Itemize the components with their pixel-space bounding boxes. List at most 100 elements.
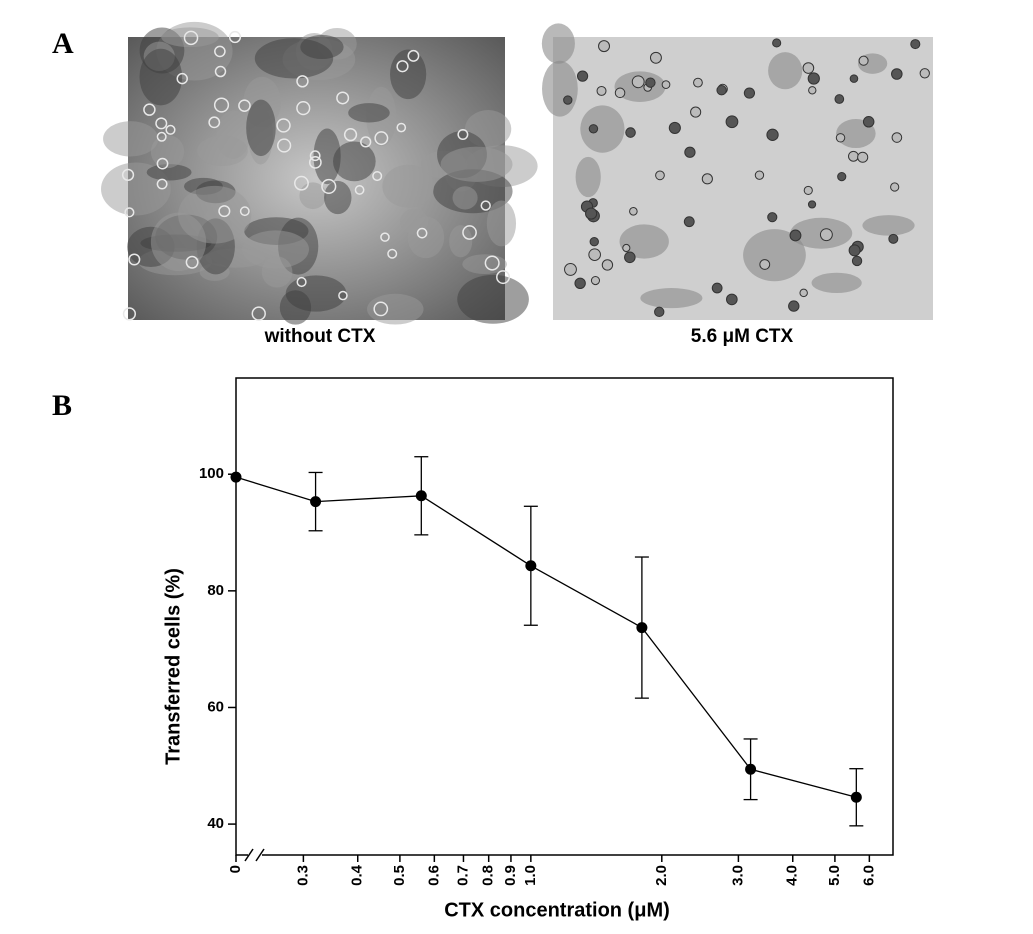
- cell: [155, 117, 168, 130]
- cell: [238, 99, 251, 112]
- cell: [183, 30, 199, 46]
- cell: [624, 251, 636, 264]
- cell: [743, 87, 756, 99]
- axis-break-gap: [248, 852, 262, 858]
- cell: [768, 52, 803, 90]
- cell: [251, 306, 266, 321]
- cell: [802, 62, 815, 74]
- cell: [857, 151, 869, 163]
- cell: [849, 74, 859, 83]
- cell: [296, 276, 307, 288]
- cell: [585, 207, 598, 220]
- cell: [146, 164, 192, 181]
- data-point: [230, 471, 242, 483]
- y-tick-label: 60: [207, 698, 224, 715]
- cell: [354, 185, 365, 195]
- cell: [343, 128, 358, 142]
- cell: [294, 175, 309, 191]
- cell: [564, 262, 577, 276]
- cell: [452, 186, 478, 210]
- cell: [396, 122, 407, 133]
- x-tick-label: 0.5: [391, 865, 408, 886]
- cell: [619, 224, 669, 259]
- cell: [807, 200, 817, 209]
- cell: [789, 229, 802, 242]
- cell: [216, 110, 251, 159]
- cell: [799, 288, 808, 298]
- cell: [743, 229, 806, 282]
- cell: [683, 216, 695, 228]
- cell: [373, 301, 389, 317]
- data-point: [850, 791, 862, 803]
- cell: [161, 27, 219, 48]
- x-tick-label: 0.7: [454, 865, 471, 886]
- data-point: [525, 560, 537, 572]
- cell: [754, 170, 765, 180]
- cell: [655, 170, 665, 181]
- cell: [811, 272, 862, 294]
- cell: [449, 225, 473, 258]
- axis-break: [255, 848, 265, 862]
- cell: [766, 128, 779, 141]
- cell: [690, 106, 702, 118]
- cell: [218, 205, 231, 218]
- cell: [496, 270, 511, 285]
- cell: [862, 215, 915, 236]
- cell: [588, 248, 601, 261]
- cell: [589, 237, 599, 247]
- data-point: [310, 496, 322, 508]
- cell: [542, 60, 578, 117]
- cell: [143, 103, 156, 116]
- x-tick-label: 0.8: [480, 865, 497, 886]
- cell: [684, 146, 696, 158]
- cell: [486, 200, 517, 247]
- cell: [321, 178, 337, 195]
- cell: [788, 300, 800, 312]
- cell: [308, 156, 322, 169]
- cell: [574, 277, 586, 289]
- cell: [246, 99, 276, 157]
- cell: [598, 40, 610, 53]
- cell: [416, 227, 428, 239]
- data-point: [636, 622, 648, 634]
- cell: [156, 131, 167, 142]
- cell: [848, 244, 861, 257]
- cell: [338, 290, 348, 301]
- panel-letter: B: [52, 389, 72, 422]
- x-tick-label: 0.9: [502, 865, 519, 886]
- cell: [575, 156, 601, 198]
- cell: [588, 124, 599, 134]
- cell: [285, 275, 347, 312]
- x-tick-label: 0.6: [425, 865, 442, 886]
- cell: [121, 168, 135, 181]
- cell: [654, 306, 665, 318]
- cell: [693, 77, 703, 88]
- cell: [807, 72, 820, 85]
- cell: [541, 23, 575, 64]
- cell: [277, 138, 292, 153]
- x-tick-label: 0.3: [294, 865, 311, 886]
- cell: [759, 259, 771, 270]
- cell: [614, 87, 626, 99]
- y-tick-label: 100: [199, 465, 224, 482]
- cell: [156, 178, 168, 190]
- cell: [242, 230, 310, 269]
- cell: [228, 30, 242, 44]
- cell: [484, 255, 500, 271]
- axis-break: [244, 848, 254, 862]
- cell: [208, 116, 221, 129]
- cell: [767, 212, 778, 223]
- x-tick-label: 0.4: [349, 864, 366, 886]
- plot-frame: [235, 377, 894, 856]
- cell: [261, 256, 293, 288]
- image-caption: without CTX: [264, 326, 376, 347]
- y-tick-label: 80: [207, 582, 224, 599]
- cell: [629, 207, 638, 216]
- cell: [309, 150, 321, 162]
- cell: [185, 255, 199, 269]
- cell: [622, 243, 631, 253]
- cell: [374, 131, 389, 146]
- cell: [725, 115, 739, 129]
- cell: [640, 288, 703, 309]
